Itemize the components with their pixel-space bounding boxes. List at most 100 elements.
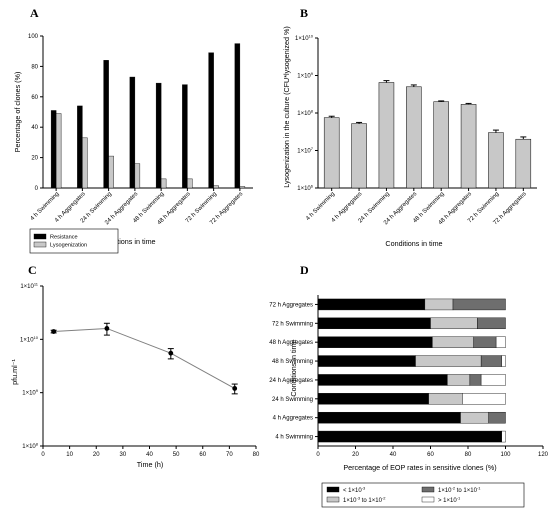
panel-b-bar — [515, 138, 532, 189]
panel-a-bar — [108, 155, 114, 189]
panel-d-legend-swatch — [421, 486, 435, 493]
panel-c-ylabel: pfu.ml⁻¹ — [10, 359, 19, 385]
panel-d-bar-segment — [317, 430, 502, 443]
panel-b-ylabel: Lysogenization in the culture (CFU*lysog… — [282, 26, 291, 188]
panel-c-point — [232, 386, 238, 391]
panel-d-bar-segment — [480, 355, 502, 367]
panel-c-xtick-label: 30 — [120, 452, 127, 458]
panel-d-bar-segment — [495, 336, 506, 348]
panel-d-category-label: 72 h Swimming — [272, 321, 313, 327]
panel-d-category-label: 24 h Swimming — [272, 397, 313, 403]
panel-d-legend-label: 1×10-2 to 1×10-1 — [438, 486, 481, 495]
panel-d-bar-segment — [424, 298, 454, 311]
panel-letter-a: A — [30, 6, 39, 20]
panel-d-bar-segment — [430, 317, 478, 330]
panel-c-xtick-label: 10 — [66, 452, 73, 458]
panel-c-ytick-label: 1×109 — [22, 388, 39, 397]
panel-d-bar-segment — [317, 355, 416, 367]
panel-a-bar — [160, 178, 167, 189]
panel-d-category-label: 48 h Swimming — [272, 359, 313, 365]
panel-d-bar-segment — [473, 336, 497, 348]
panel-a-ytick-label: 80 — [31, 64, 38, 70]
panel-a-bar — [82, 137, 88, 189]
panel-d-bar-segment — [488, 411, 506, 424]
panel-d-legend-swatch — [326, 486, 340, 493]
panel-c-xtick-label: 20 — [93, 452, 100, 458]
panel-c-point — [104, 326, 110, 331]
panel-a-legend-swatch — [33, 233, 47, 240]
panel-b-bar — [378, 82, 395, 189]
panel-a-ytick-label: 60 — [31, 95, 38, 101]
panel-b-ytick-label: 1×106 — [297, 184, 314, 193]
panel-a-ytick-label: 0 — [35, 186, 39, 192]
panel-b-ytick-label: 1×109 — [297, 71, 314, 80]
panel-b-bar — [433, 101, 449, 189]
panel-d-xtick-label: 40 — [390, 452, 397, 458]
panel-d-bar-segment — [469, 374, 482, 386]
panel-d-bar-segment — [317, 336, 433, 348]
panel-d-bar-segment — [462, 393, 506, 405]
panel-b-bar — [460, 104, 477, 189]
panel-d-xtick-label: 80 — [465, 452, 472, 458]
panel-a-bar — [182, 84, 188, 189]
panel-d-category-label: 72 h Aggregates — [269, 302, 313, 308]
panel-a-bar — [208, 52, 214, 189]
panel-c-xlabel: Time (h) — [137, 460, 164, 469]
panel-d-legend-swatch — [326, 496, 340, 503]
panel-d-bar-segment — [317, 298, 426, 311]
panel-d-category-label: 48 h Aggregates — [269, 340, 313, 346]
panel-d-xtick-label: 120 — [538, 452, 549, 458]
panel-d-bar-segment — [415, 355, 482, 367]
panel-a-legend-swatch — [33, 241, 47, 248]
panel-c-point — [51, 329, 57, 334]
panel-c-xtick-label: 70 — [226, 452, 233, 458]
panel-a-legend-label: Resistance — [50, 235, 78, 241]
panel-a-ytick-label: 40 — [31, 125, 38, 131]
panel-a-ytick-label: 100 — [28, 34, 39, 40]
panel-d-category-label: 4 h Aggregates — [273, 416, 313, 422]
panel-d-xtick-label: 60 — [427, 452, 434, 458]
panel-d-bar-segment — [460, 411, 489, 424]
panel-c-ytick-label: 1×1011 — [20, 282, 38, 291]
panel-b-ytick-label: 1×108 — [297, 109, 314, 118]
panel-a-legend-label: Lysogenization — [50, 243, 87, 249]
panel-d-category-label: 24 h Aggregates — [269, 378, 313, 384]
panel-d-bar-segment — [477, 317, 506, 330]
panel-b-bar — [488, 132, 504, 189]
panel-a-bar — [103, 60, 109, 189]
panel-a-bar — [134, 163, 141, 189]
panel-d-legend-swatch — [421, 496, 435, 503]
panel-d-bar-segment — [317, 317, 431, 330]
panel-d-bar-segment — [447, 374, 471, 386]
panel-letter-b: B — [300, 6, 308, 20]
panel-d-chart: 0 20 40 60 80 100 120 4 h Swimming 4 h Aggregate… — [269, 295, 549, 508]
panel-letter-c: C — [28, 263, 37, 277]
panel-d-xtick-label: 100 — [500, 452, 511, 458]
panel-d-bar-segment — [452, 298, 506, 311]
panel-a-bar — [55, 113, 62, 189]
panel-a-xlabel: Conditions in time — [98, 237, 155, 246]
panel-a-bar — [50, 110, 57, 189]
panel-d-bar-segment — [501, 430, 506, 443]
panel-c-ytick-label: 1×108 — [22, 442, 39, 451]
panel-d-bar-segment — [501, 355, 506, 367]
panel-c-series-line — [53, 327, 235, 389]
panel-a-bar — [155, 82, 162, 189]
panel-c-xtick-label: 0 — [41, 452, 45, 458]
panel-d-bar-segment — [480, 374, 506, 386]
panel-a-bar — [234, 43, 241, 189]
panel-d-bar-segment — [317, 411, 461, 424]
panel-b-bar — [351, 123, 367, 189]
panel-c-point — [168, 350, 174, 356]
panel-b-ytick-label: 1×1010 — [295, 34, 314, 43]
panel-c-xtick-label: 60 — [199, 452, 206, 458]
panel-c-xtick-label: 40 — [146, 452, 153, 458]
panel-b-xlabel: Conditions in time — [385, 239, 442, 248]
panel-d-legend-label: > 1×10-1 — [438, 496, 461, 505]
panel-d-xlabel: Percentage of EOP rates in sensitive clo… — [343, 463, 496, 472]
panel-letter-d: D — [300, 263, 309, 277]
panel-b-bar — [323, 117, 340, 189]
